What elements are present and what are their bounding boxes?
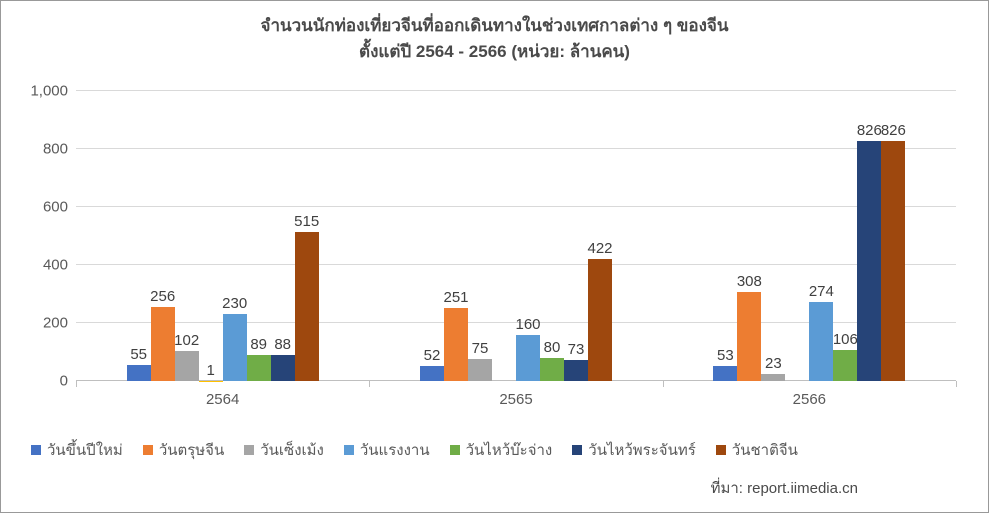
- x-axis-category-label: 2564: [206, 391, 239, 408]
- legend-label: วันตรุษจีน: [159, 438, 224, 462]
- bar-value-label: 73: [568, 341, 585, 358]
- legend-item: วันแรงงาน: [344, 438, 430, 462]
- x-axis-tick: [956, 381, 957, 387]
- bar-value-label: 89: [250, 336, 267, 353]
- x-axis-category-label: 2565: [499, 391, 532, 408]
- bar-value-label: 102: [174, 332, 199, 349]
- bar-value-label: 23: [765, 355, 782, 372]
- bar-value-label: 422: [587, 240, 612, 257]
- bar-value-label: 826: [881, 122, 906, 139]
- legend-item: วันไหว้บ๊ะจ่าง: [450, 438, 553, 462]
- legend-swatch: [31, 445, 41, 455]
- y-axis-tick-label: 0: [60, 373, 68, 390]
- bar-value-label: 80: [544, 339, 561, 356]
- legend-swatch: [143, 445, 153, 455]
- source-label: ที่มา: report.iimedia.cn: [711, 476, 858, 500]
- legend-label: วันเซ็งเม้ง: [260, 438, 324, 462]
- bar-value-label: 88: [274, 336, 291, 353]
- legend-item: วันชาติจีน: [716, 438, 798, 462]
- legend-item: วันเซ็งเม้ง: [244, 438, 324, 462]
- legend-swatch: [716, 445, 726, 455]
- legend: วันขึ้นปีใหม่ วันตรุษจีน วันเซ็งเม้ง วันแรง…: [31, 438, 958, 462]
- title-line-2: ตั้งแต่ปี 2564 - 2566 (หน่วย: ล้านคน): [1, 39, 988, 65]
- gridline: [76, 264, 956, 265]
- gridline: [76, 148, 956, 149]
- bar: 251: [444, 308, 468, 381]
- bar-value-label: 826: [857, 122, 882, 139]
- bar-value-label: 106: [833, 331, 858, 348]
- legend-label: วันขึ้นปีใหม่: [47, 438, 123, 462]
- bar: 826: [881, 141, 905, 381]
- bar-value-label: 256: [150, 288, 175, 305]
- legend-swatch: [244, 445, 254, 455]
- bar-value-label: 55: [130, 346, 147, 363]
- legend-swatch: [450, 445, 460, 455]
- legend-swatch: [344, 445, 354, 455]
- legend-label: วันไหว้พระจันทร์: [588, 438, 696, 462]
- bar: 55: [127, 365, 151, 381]
- chart-container: จำนวนนักท่องเที่ยวจีนที่ออกเดินทางในช่วง…: [0, 0, 989, 513]
- bar: 88: [271, 355, 295, 381]
- bar-value-label: 52: [424, 347, 441, 364]
- y-axis-tick-label: 400: [43, 257, 68, 274]
- y-axis-tick-label: 200: [43, 315, 68, 332]
- bar: 23: [761, 374, 785, 381]
- bar-value-label: 308: [737, 273, 762, 290]
- bar: 256: [151, 307, 175, 381]
- bar-value-label: 251: [443, 289, 468, 306]
- x-axis-category-label: 2566: [793, 391, 826, 408]
- y-axis-tick-label: 600: [43, 199, 68, 216]
- gridline: [76, 206, 956, 207]
- bar: 826: [857, 141, 881, 381]
- bar-value-label: 1: [206, 362, 214, 379]
- bar: 73: [564, 360, 588, 381]
- bar: 230: [223, 314, 247, 381]
- legend-swatch: [572, 445, 582, 455]
- gridline: [76, 90, 956, 91]
- legend-label: วันชาติจีน: [732, 438, 798, 462]
- y-axis-tick-label: 800: [43, 141, 68, 158]
- plot-area: 02004006008001,0002564552561021230898851…: [76, 91, 956, 381]
- bar: 53: [713, 366, 737, 381]
- bar: 515: [295, 232, 319, 381]
- bar: 75: [468, 359, 492, 381]
- bar: 274: [809, 302, 833, 381]
- bar: 80: [540, 358, 564, 381]
- bar-value-label: 230: [222, 295, 247, 312]
- legend-item: วันตรุษจีน: [143, 438, 224, 462]
- bar: 89: [247, 355, 271, 381]
- bar-value-label: 160: [515, 316, 540, 333]
- x-axis-tick: [76, 381, 77, 387]
- bar-value-label: 515: [294, 213, 319, 230]
- bar: 422: [588, 259, 612, 381]
- title-line-1: จำนวนนักท่องเที่ยวจีนที่ออกเดินทางในช่วง…: [1, 13, 988, 39]
- bar-value-label: 75: [472, 340, 489, 357]
- legend-item: วันไหว้พระจันทร์: [572, 438, 696, 462]
- bar: 160: [516, 335, 540, 381]
- bar: 52: [420, 366, 444, 381]
- bar: 102: [175, 351, 199, 381]
- bar: 308: [737, 292, 761, 381]
- x-axis-tick: [369, 381, 370, 387]
- x-axis-tick: [663, 381, 664, 387]
- chart-title: จำนวนนักท่องเที่ยวจีนที่ออกเดินทางในช่วง…: [1, 1, 988, 64]
- bar: 106: [833, 350, 857, 381]
- legend-label: วันไหว้บ๊ะจ่าง: [466, 438, 553, 462]
- legend-item: วันขึ้นปีใหม่: [31, 438, 123, 462]
- y-axis-tick-label: 1,000: [30, 83, 68, 100]
- legend-label: วันแรงงาน: [360, 438, 430, 462]
- bar-value-label: 53: [717, 347, 734, 364]
- bar-value-label: 274: [809, 283, 834, 300]
